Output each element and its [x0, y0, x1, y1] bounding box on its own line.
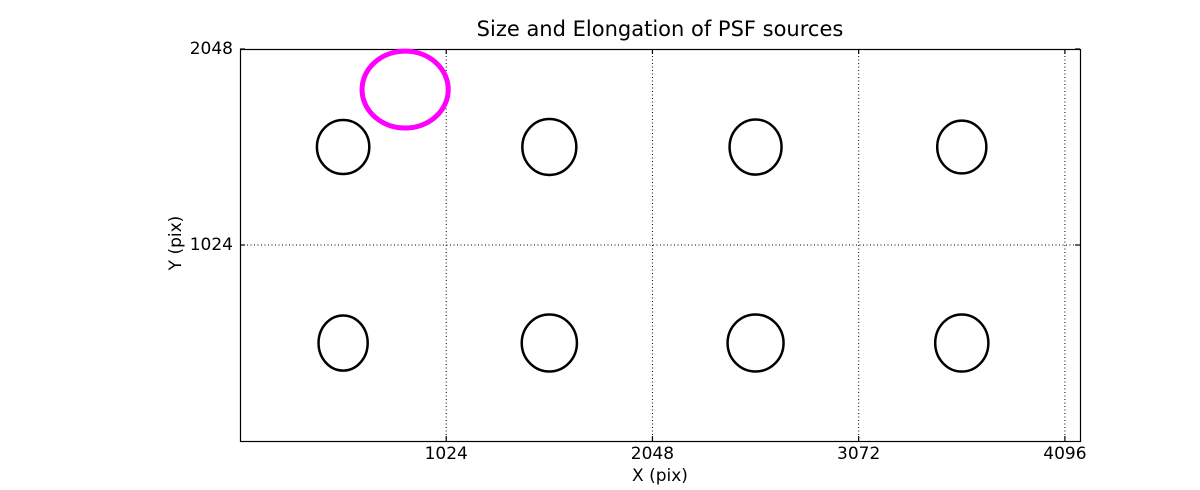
plot-title: Size and Elongation of PSF sources	[476, 17, 844, 41]
x-tick-label-3072: 3072	[837, 444, 881, 464]
psf-ellipse	[520, 313, 579, 373]
x-tick-label-4096: 4096	[1043, 444, 1087, 464]
x-axis-label: X (pix)	[632, 466, 688, 486]
psf-ellipse	[726, 313, 785, 373]
psf-ellipse	[933, 313, 990, 373]
psf-ellipse	[521, 117, 578, 177]
x-tick-label-2048: 2048	[630, 444, 675, 464]
psf-ellipse	[935, 119, 988, 175]
psf-ellipse	[315, 118, 371, 176]
psf-ellipse	[728, 118, 783, 176]
x-tick-label-1024: 1024	[424, 444, 468, 464]
y-tick-label-1024: 1024	[189, 235, 233, 255]
reference-ellipse	[359, 48, 451, 131]
y-tick-label-2048: 2048	[189, 39, 233, 59]
psf-ellipse	[317, 314, 369, 372]
